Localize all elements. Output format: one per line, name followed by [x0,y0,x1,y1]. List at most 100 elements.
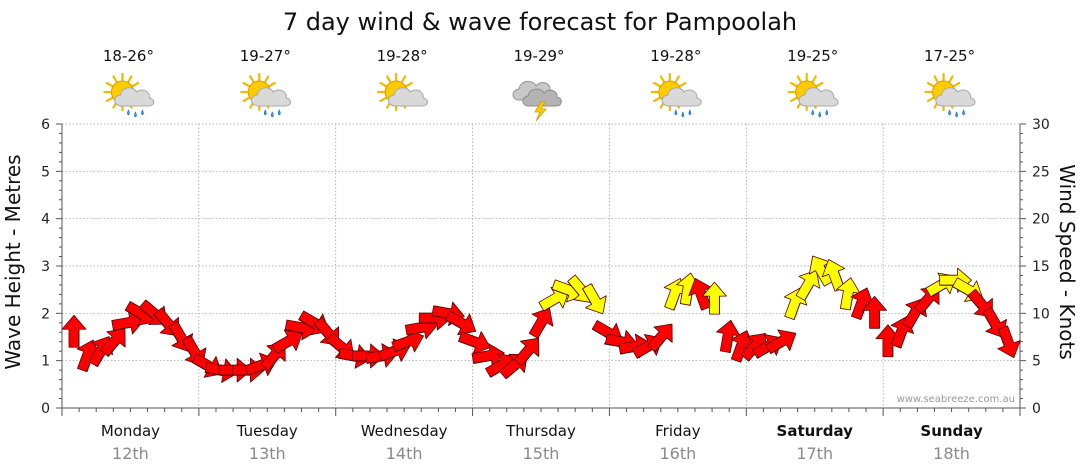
wind-arrow-shape [795,269,821,301]
y-right-tick-label: 25 [1032,164,1050,180]
rain-drop [134,111,137,118]
day-temp: 19-29° [513,47,564,65]
wind-arrow-shape [862,295,887,329]
y-axis-right-title: Wind Speed - Knots [1055,164,1079,360]
day-name: Tuesday [236,422,298,440]
wind-arrow [100,328,126,357]
wind-arrow-shade [168,326,179,343]
cloud-front [522,88,562,107]
sun-ray [659,75,666,84]
wind-arrow-shade [770,344,787,355]
sun-ray [130,81,140,88]
day-date: 17th [796,444,833,463]
wind-arrow-shade [967,295,980,310]
wind-arrow-shade [394,344,413,353]
storm-icon [512,81,562,122]
y-left-tick-label: 1 [41,354,50,370]
wind-arrow-shape [647,323,673,353]
sun-ray [242,96,251,103]
wind-arrow-shade [313,323,327,339]
sun-ray [653,81,662,88]
rain-drop [141,109,144,116]
cloud [935,87,976,107]
rain-drop [277,109,281,116]
wind-arrow-shade [521,351,534,367]
wind-arrow-shape [61,314,87,348]
rain-drop [962,109,965,116]
rain-drop [818,111,822,118]
sun-ray [815,81,824,88]
rain-drop [825,109,829,116]
lightning-bolt [534,101,547,122]
wind-arrow-shape [445,310,477,336]
wind-arrow-shape [997,325,1021,359]
wind-arrow-shade [582,288,593,305]
sun-cloud-icon [377,72,429,112]
rain-drop [811,109,815,116]
rain-drop [270,111,274,118]
sun-ray [386,75,392,84]
y-right-tick-label: 0 [1032,401,1041,417]
y-right-tick-label: 15 [1032,259,1050,275]
wind-arrow-shade [181,340,192,357]
day-temp: 17-25° [924,47,975,65]
day-temp: 19-25° [787,47,838,65]
rain-drop [263,109,267,116]
sun-ray [105,81,115,88]
sun-ray [678,81,687,88]
wind-arrow-shape [458,331,491,355]
y-left-tick-label: 3 [41,259,50,275]
y-left-tick-label: 5 [41,164,50,180]
rain-drop [681,111,685,118]
wind-arrow-shade [458,340,476,349]
sun-ray [400,75,407,84]
cloud [798,87,839,107]
sun-cloud-rain-icon [103,72,155,118]
wind-arrow-shade [107,342,121,357]
axes: 0 1 2 3 4 5 6 0 5 10 15 20 25 30 [41,117,1050,417]
y-right-tick-label: 20 [1032,212,1050,228]
wind-arrow-shade [910,312,921,330]
wind-arrow-shade [849,292,854,311]
sun-ray [933,75,940,84]
sun-ray [790,81,799,88]
wind-arrow-shape [513,337,540,367]
wind-arrow-shade [124,309,142,320]
rain-drop [674,109,678,116]
wind-arrow [702,281,727,315]
wind-arrow-shade [381,354,399,362]
wind-arrow [647,323,673,353]
wind-arrow [445,310,477,336]
wind-arrow-shade [276,344,293,355]
rain-drop [948,109,951,116]
day-name: Saturday [777,422,854,440]
wind-arrow-shade [900,330,908,349]
wind-arrow-shade [285,329,304,334]
day-name: Friday [655,422,701,440]
wind-arrow [997,325,1021,359]
wind-arrow [765,329,797,355]
wind-arrow [663,278,688,311]
wind-arrow [458,331,491,355]
y-left-tick-label: 2 [41,306,50,322]
sun-ray [263,75,270,84]
sun-cloud-rain-icon [924,72,976,118]
day-date: 12th [112,444,149,463]
day-date: 15th [523,444,560,463]
sun-ray [653,96,662,103]
sun-cloud-rain-icon [787,72,839,118]
wind-arrow-shade [113,326,132,331]
sun-ray [379,81,388,88]
wind-arrow [61,314,87,348]
sun-ray [951,81,961,88]
wind-arrow-shape [538,286,570,312]
wind-arrow-shade [804,284,815,301]
wind-arrow [528,307,554,339]
cloud [114,87,155,107]
day-columns: Monday 12th 18-26° Tuesday 13th 19-27° Wednesd… [101,47,983,463]
wind-arrow [862,295,887,329]
wind-arrow-shade [982,312,993,329]
sun-ray [249,75,255,84]
wind-arrow-shade [248,368,266,376]
